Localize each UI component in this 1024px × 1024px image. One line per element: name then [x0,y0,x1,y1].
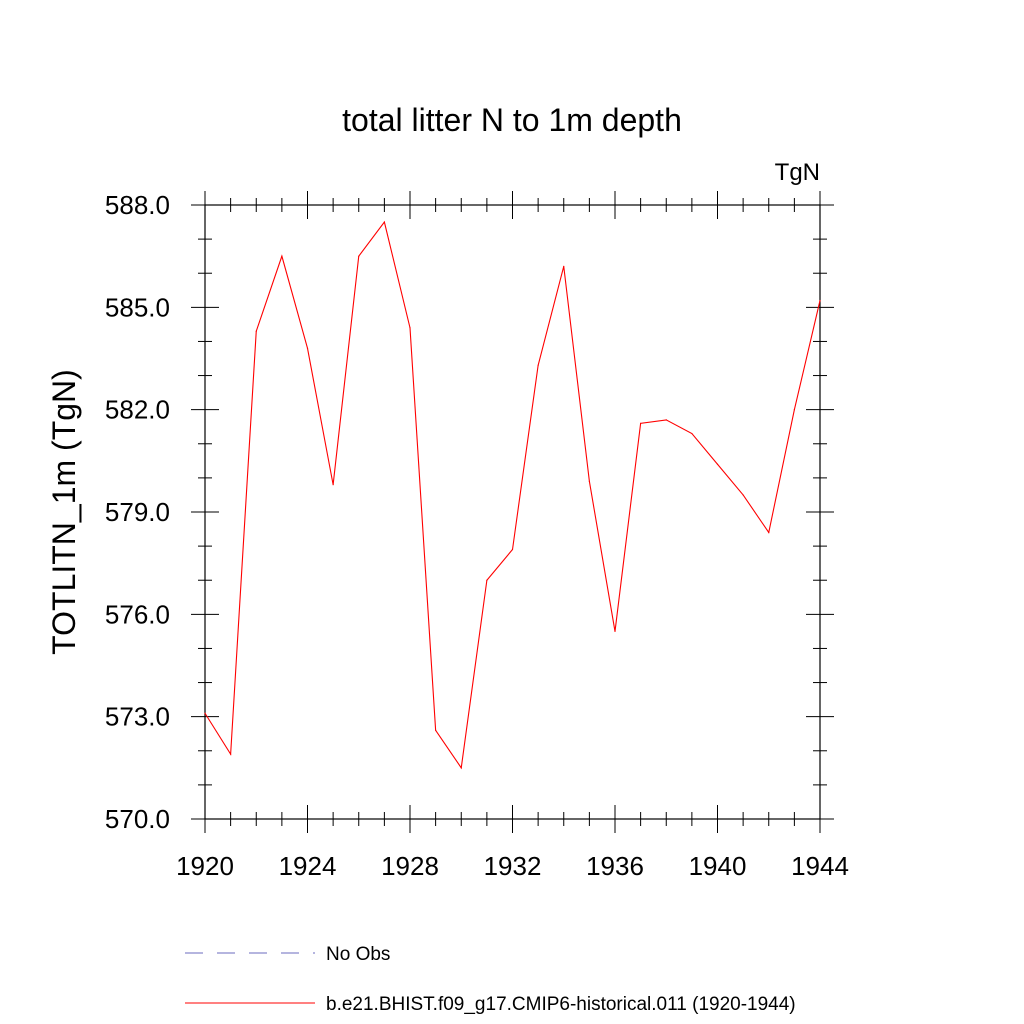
y-tick-label: 588.0 [105,190,170,220]
y-tick-label: 576.0 [105,599,170,629]
data-point [383,221,385,223]
data-point [537,364,539,366]
tick-labels: 1920 1924 1928 1932 1936 1940 1944 570.0 573.0 57… [105,190,849,881]
data-point [358,255,360,257]
data-point [255,330,257,332]
plot-frame [204,204,821,820]
x-tick-label: 1944 [791,851,849,881]
data-point [819,299,821,302]
units-label: TgN [775,159,820,186]
data-point [716,463,719,465]
data-point [742,494,744,496]
y-tick-label: 573.0 [105,702,170,732]
data-point [665,419,667,421]
series-layer [204,220,821,770]
data-point [460,767,462,769]
data-point [204,712,206,714]
legend-label-0: No Obs [326,944,390,965]
legend-label-1: b.e21.BHIST.f09_g17.CMIP6-historical.011… [326,994,796,1015]
major-ticks [191,191,834,833]
data-point [511,548,514,551]
data-point [614,630,616,632]
y-tick-label: 585.0 [105,292,170,322]
data-point [306,347,309,349]
data-point [588,480,590,482]
y-tick-label: 579.0 [105,497,170,527]
data-point [563,265,565,267]
data-point [486,579,488,581]
y-axis-label: TOTLITN_1m (TgN) [46,369,82,655]
data-point [640,422,642,424]
x-tick-label: 1936 [586,851,644,881]
data-point [793,409,795,411]
chart-title: total litter N to 1m depth [342,102,682,138]
data-point [230,753,232,755]
data-point [691,432,693,435]
data-point [409,327,411,329]
x-tick-label: 1932 [484,851,542,881]
data-point [332,484,334,486]
y-tick-label: 570.0 [105,804,170,834]
x-tick-label: 1928 [381,851,439,881]
data-point [768,531,770,534]
y-tick-label: 582.0 [105,395,170,425]
data-point [435,729,437,731]
legend: No Obs b.e21.BHIST.f09_g17.CMIP6-historic… [185,944,796,1015]
series-line-1 [204,220,821,770]
data-point [281,255,283,257]
x-tick-label: 1920 [176,851,234,881]
x-tick-label: 1924 [279,851,337,881]
x-tick-label: 1940 [689,851,747,881]
